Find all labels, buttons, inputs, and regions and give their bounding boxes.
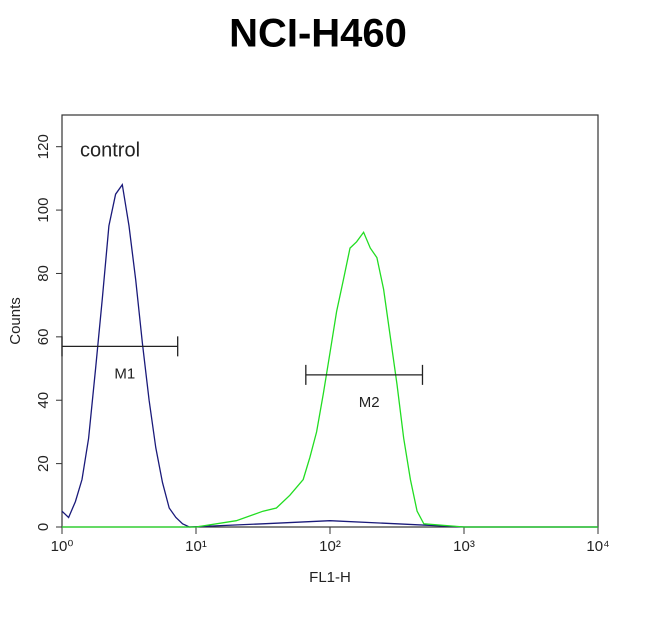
y-tick-label: 20 — [35, 455, 52, 472]
marker-label: M2 — [359, 394, 380, 411]
x-axis-label: FL1-H — [309, 569, 351, 586]
x-tick-label: 10⁰ — [51, 538, 74, 555]
chart-title: NCI-H460 — [229, 12, 407, 56]
plot-frame — [61, 114, 599, 528]
series-line — [61, 183, 598, 528]
marker-label: M1 — [114, 365, 135, 382]
x-tick-label: 10² — [319, 538, 341, 555]
x-tick-label: 10¹ — [185, 538, 207, 555]
annotation: control — [80, 139, 140, 161]
series-line — [62, 230, 598, 528]
y-tick-label: 0 — [35, 523, 52, 531]
y-tick-label: 60 — [35, 329, 52, 346]
y-tick-label: 40 — [35, 392, 52, 409]
y-tick-label: 80 — [35, 265, 52, 282]
x-tick-label: 10³ — [453, 538, 475, 555]
y-tick-label: 100 — [35, 198, 52, 223]
x-tick-label: 10⁴ — [586, 538, 609, 555]
y-axis-label: Counts — [7, 297, 24, 345]
y-tick-label: 120 — [35, 134, 52, 159]
